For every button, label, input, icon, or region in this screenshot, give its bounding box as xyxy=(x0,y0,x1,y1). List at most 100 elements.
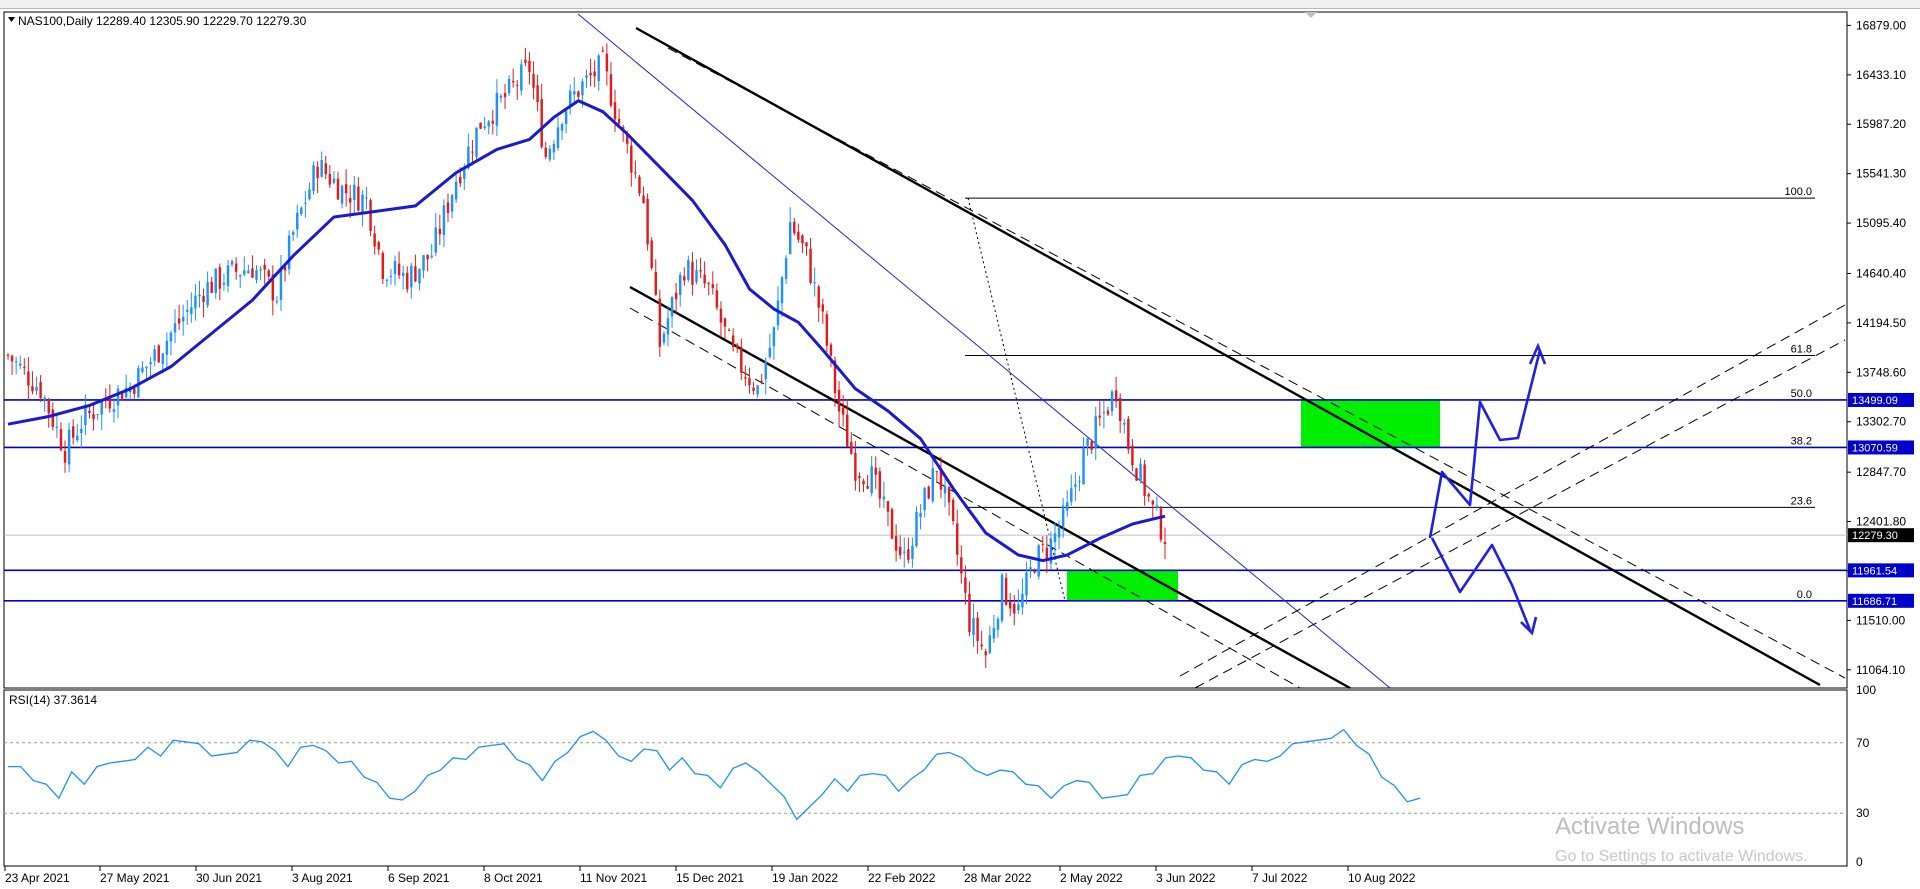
date-tick-10: 28 Mar 2022 xyxy=(964,871,1032,885)
candle-body xyxy=(410,265,413,288)
date-tick-1: 27 May 2021 xyxy=(100,871,170,885)
candle-body xyxy=(173,323,177,333)
candle-body xyxy=(886,501,890,512)
candle-body xyxy=(866,485,869,489)
candle-body xyxy=(956,523,959,555)
candle-body xyxy=(344,184,348,194)
candle-body xyxy=(846,414,849,447)
price-tick-7: 13748.60 xyxy=(1856,365,1906,379)
price-tick-13: 11064.10 xyxy=(1856,663,1905,677)
fib-label-0: 100.0 xyxy=(1784,186,1812,198)
candle-body xyxy=(744,377,747,379)
candle-body xyxy=(1090,441,1093,450)
activate-windows-title: Activate Windows xyxy=(1555,813,1744,840)
candle-body xyxy=(817,286,820,308)
scroll-marker-icon[interactable] xyxy=(1305,12,1317,18)
candle-body xyxy=(190,307,193,315)
candle-body xyxy=(1013,604,1016,614)
candle-body xyxy=(626,133,629,144)
moving-average-group xyxy=(7,98,1166,563)
candle-body xyxy=(617,119,621,124)
level-lines-group xyxy=(4,399,1847,602)
price-tick-9: 12847.70 xyxy=(1856,465,1906,479)
fib-label-2: 50.0 xyxy=(1791,388,1812,400)
date-tick-12: 3 Jun 2022 xyxy=(1156,871,1216,885)
candle-body xyxy=(1061,505,1065,527)
price-tick-10: 12401.80 xyxy=(1856,515,1906,529)
candle-body xyxy=(1086,438,1089,446)
candle-body xyxy=(695,270,698,283)
candle-body xyxy=(377,241,380,250)
candle-body xyxy=(882,496,886,500)
candle-body xyxy=(88,410,91,414)
candle-body xyxy=(1008,601,1012,609)
candle-body xyxy=(727,329,731,331)
candle-body xyxy=(120,393,124,401)
candle-body xyxy=(483,126,486,129)
candle-body xyxy=(1102,412,1106,414)
candle-body xyxy=(654,272,657,295)
candle-body xyxy=(703,274,706,284)
candle-body xyxy=(568,90,572,107)
candle-body xyxy=(516,84,519,86)
candle-body xyxy=(177,318,181,324)
candle-body xyxy=(630,145,633,173)
candle-body xyxy=(736,344,739,349)
candle-body xyxy=(638,176,641,194)
candle-body xyxy=(1110,391,1114,412)
candle-body xyxy=(850,442,853,454)
candle-body xyxy=(71,426,75,438)
channel-lines-group xyxy=(577,13,1846,690)
rising-channel-dash-2 xyxy=(1194,339,1846,689)
candle-body xyxy=(1118,397,1122,421)
price-axis[interactable]: 16879.00 16433.10 15987.20 15541.30 15095.40… xyxy=(1847,18,1906,677)
candle-body xyxy=(238,275,242,277)
candle-body xyxy=(202,295,205,302)
candle-body xyxy=(972,618,975,636)
candle-body xyxy=(80,428,83,434)
candle-body xyxy=(35,386,38,391)
symbol-header: NAS100,Daily 12289.40 12305.90 12229.70 … xyxy=(18,14,307,28)
candle-body xyxy=(1163,541,1167,545)
time-axis[interactable]: 23 Apr 2021 27 May 2021 30 Jun 2021 3 Aug 2… xyxy=(4,866,1416,885)
current-price-tag xyxy=(1848,528,1914,543)
fib-label-1: 61.8 xyxy=(1791,344,1812,356)
dropdown-triangle-icon[interactable] xyxy=(8,17,15,22)
candle-body xyxy=(605,53,609,72)
candle-body xyxy=(397,263,401,276)
level-tag-2 xyxy=(1848,563,1914,578)
candle-body xyxy=(1098,415,1102,418)
candle-body xyxy=(890,509,894,539)
date-tick-4: 6 Sep 2021 xyxy=(388,871,450,885)
candle-body xyxy=(487,121,490,127)
candle-body xyxy=(1151,500,1154,505)
candle-body xyxy=(463,167,466,179)
candle-body xyxy=(467,146,470,169)
candle-body xyxy=(340,185,344,204)
lower-channel-dash xyxy=(629,307,1301,689)
rsi-tick-3: 0 xyxy=(1856,855,1863,869)
candle-body xyxy=(825,314,829,346)
candle-body xyxy=(124,387,128,398)
candle-body xyxy=(923,487,926,511)
candle-body xyxy=(662,333,666,343)
price-tick-1: 16433.10 xyxy=(1856,68,1906,82)
candle-body xyxy=(503,93,507,98)
candle-body xyxy=(434,227,437,253)
candle-body xyxy=(153,349,156,361)
price-tick-4: 15095.40 xyxy=(1856,216,1906,230)
candle-body xyxy=(108,398,112,409)
window-top-strip xyxy=(0,0,1920,9)
candle-body xyxy=(520,64,523,91)
lower-channel-line xyxy=(629,285,1351,690)
candle-body xyxy=(858,475,861,479)
candle-body xyxy=(393,261,397,275)
candle-body xyxy=(14,361,18,363)
candle-body xyxy=(365,197,368,199)
candle-body xyxy=(540,99,543,148)
candle-body xyxy=(752,387,755,391)
candle-body xyxy=(361,194,364,212)
candle-body xyxy=(577,91,580,97)
